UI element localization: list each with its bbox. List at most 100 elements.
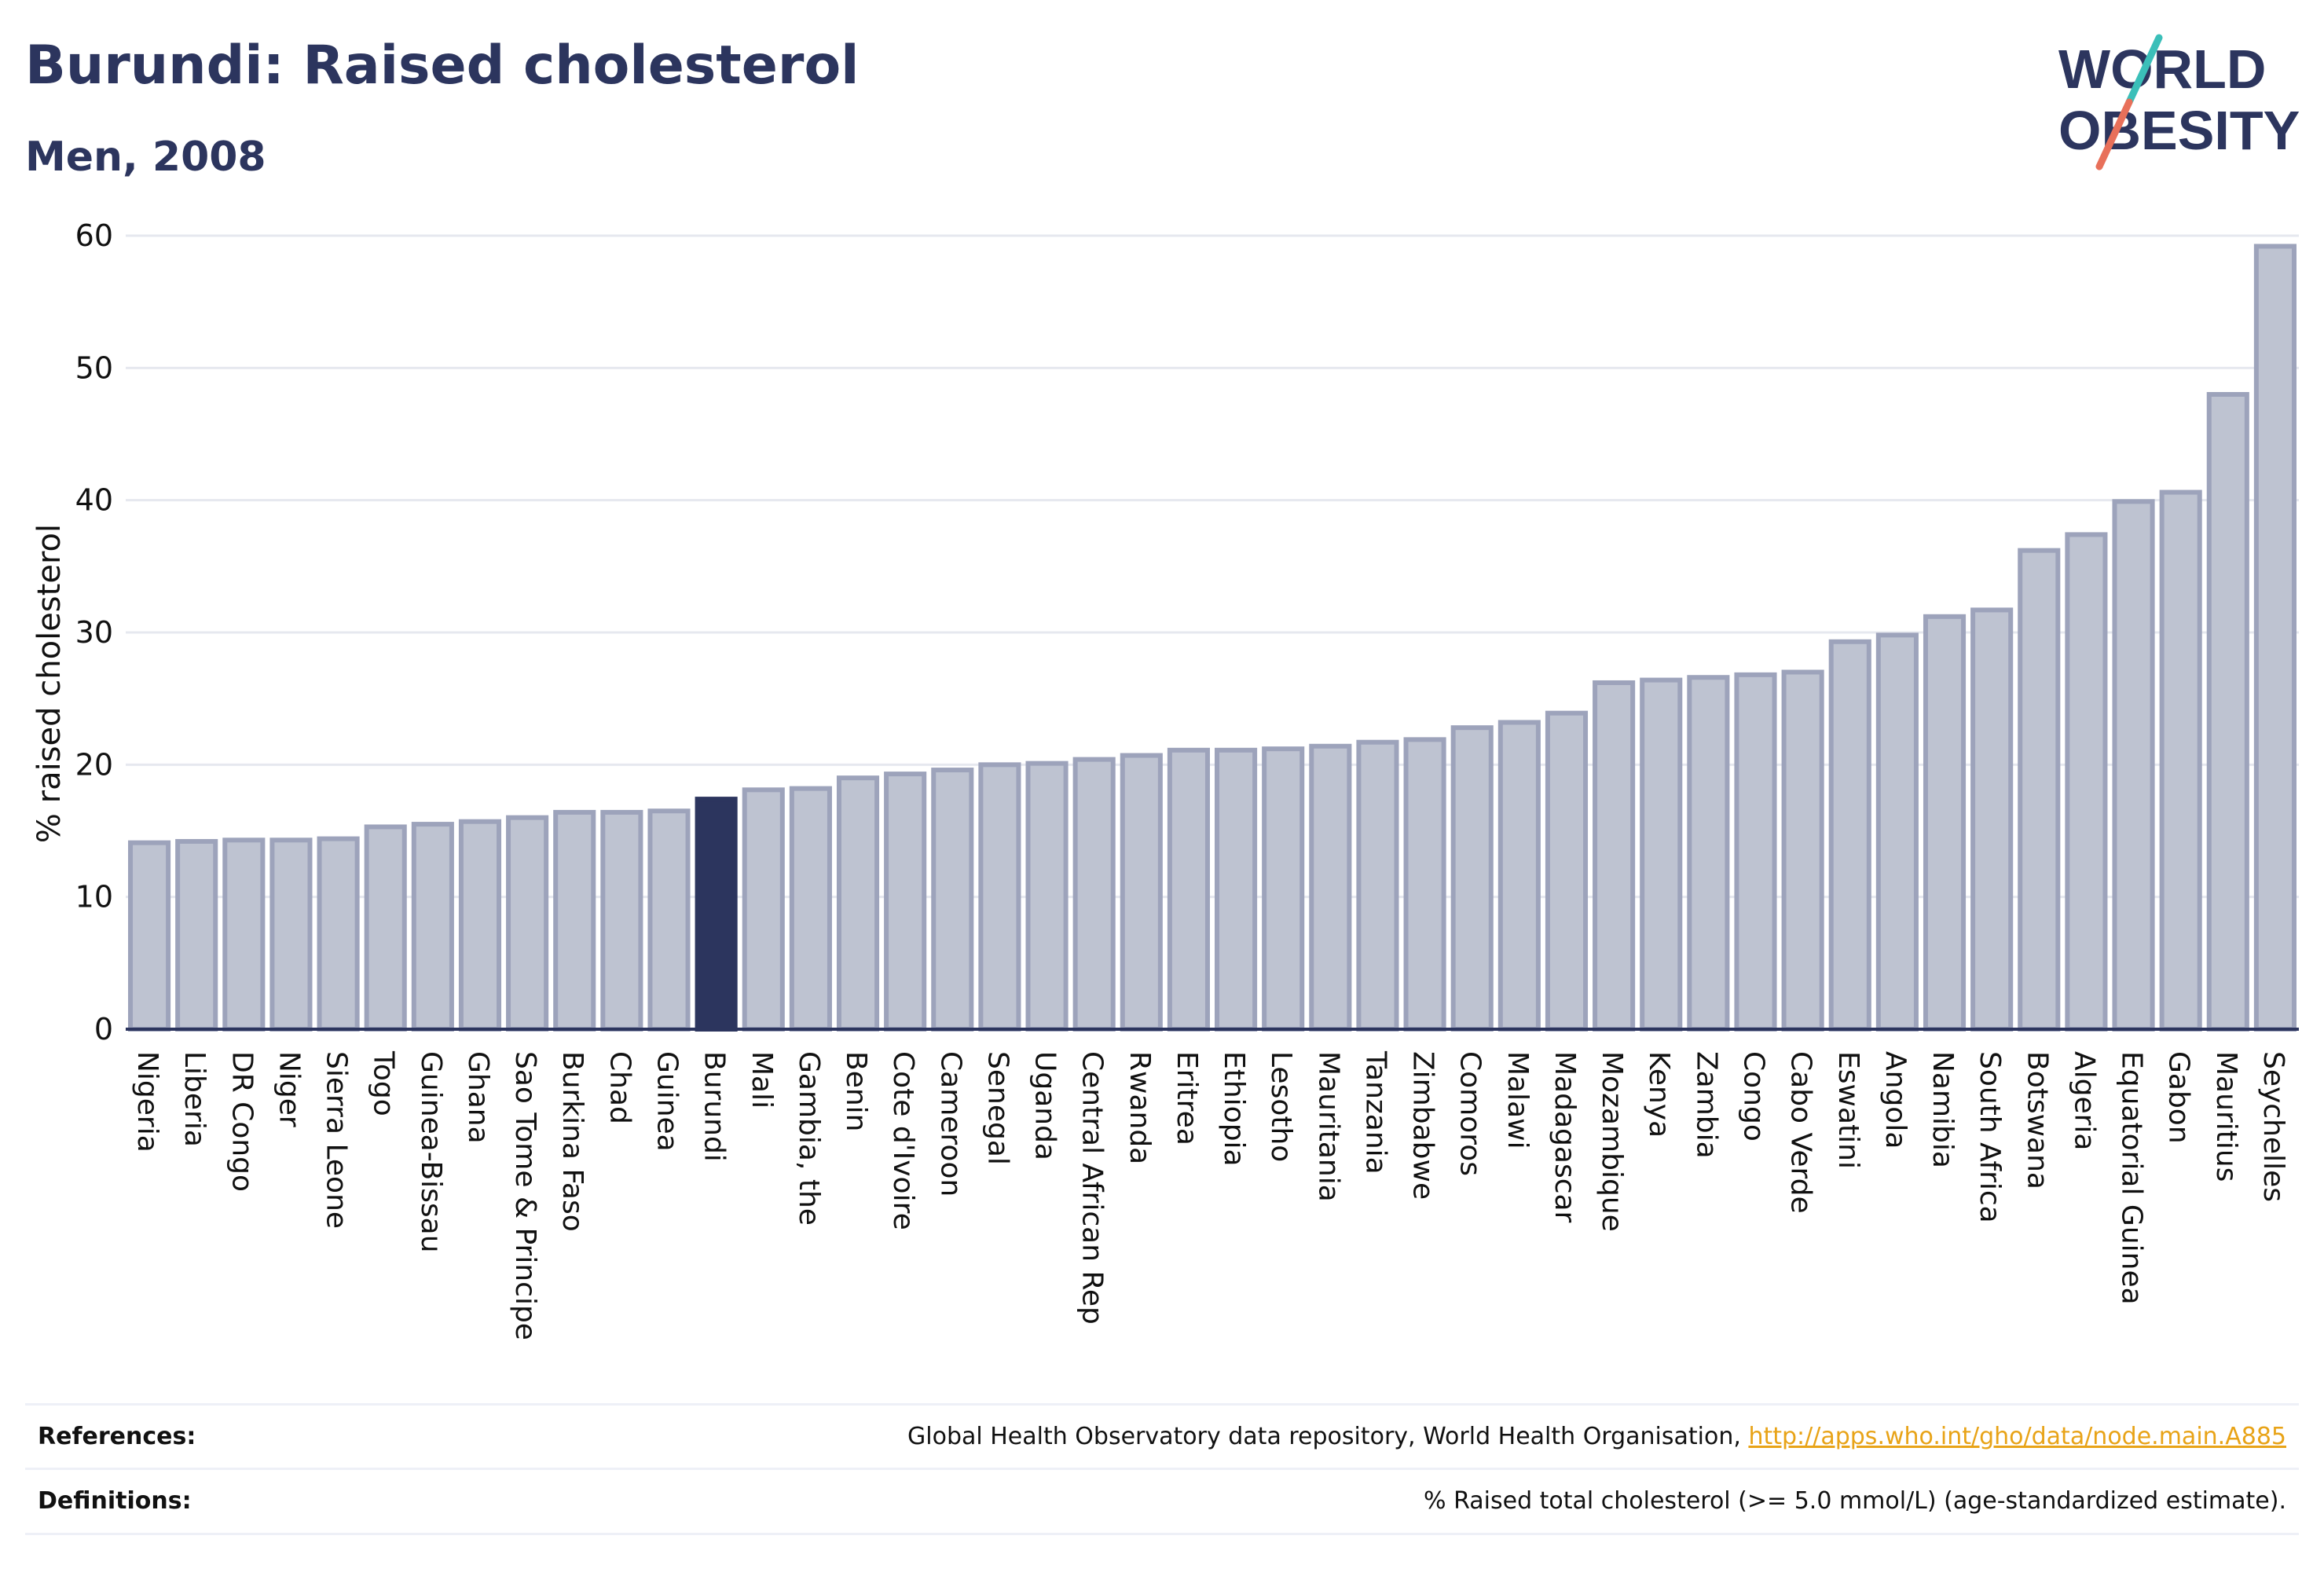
bar-mali [742,787,785,1032]
bar-guinea-bissau [411,822,454,1032]
y-axis-label: % raised cholesterol [31,524,68,843]
x-tick-label: Ethiopia [1218,1051,1250,1167]
definitions-value: % Raised total cholesterol (>= 5.0 mmol/… [1424,1487,2286,1515]
x-tick-label: Zimbabwe [1407,1051,1439,1200]
x-tick-label: Guinea [651,1051,684,1152]
x-tick-label: Burundi [698,1051,731,1162]
bar-malawi [1497,720,1541,1032]
bar-liberia [175,838,218,1032]
logo-word-world: WORLD [2058,38,2266,100]
x-tick-label: Ghana [462,1051,494,1144]
references-text: Global Health Observatory data repositor… [907,1423,1749,1450]
references-label: References: [38,1423,196,1450]
bar-cabo-verde [1781,669,1824,1032]
bar-zimbabwe [1403,737,1446,1032]
bar-senegal [978,762,1021,1032]
bar-central-african-rep [1072,757,1116,1032]
x-tick-label: Benin [840,1051,872,1131]
x-tick-label: Equatorial Guinea [2116,1051,2148,1305]
bar-ethiopia [1215,747,1258,1032]
x-tick-label: Algeria [2068,1051,2100,1151]
bar-kenya [1640,677,1683,1032]
bar-cote-d-ivoire [884,772,927,1032]
x-tick-label: Burkina Faso [556,1051,588,1232]
x-tick-label: Madagascar [1549,1051,1581,1223]
bar-eritrea [1167,747,1210,1032]
x-tick-label: Cameroon [934,1051,966,1197]
definitions-row: Definitions: % Raised total cholesterol … [25,1468,2299,1535]
x-tick-label: South Africa [1974,1051,2006,1223]
axes: 0 10 20 30 40 50 60 Nigeria Liberia DR Congo Niger… [75,218,2299,1340]
bar-cameroon [931,768,974,1032]
x-tick-label: Niger [273,1051,305,1127]
x-tick-label: Sao Tome & Principe [509,1051,541,1340]
world-obesity-logo: WORLD OBESITY [2058,34,2300,170]
chart-subtitle: Men, 2008 [25,134,266,181]
bar-madagascar [1545,710,1589,1032]
x-tick-label: Cabo Verde [1785,1051,1817,1214]
bar-sao-tome-principe [506,815,549,1032]
bar-equatorial-guinea [2112,499,2155,1032]
x-tick-label: Chad [603,1051,636,1124]
x-tick-label: Congo [1738,1051,1770,1142]
x-tick-label: Mauritania [1312,1051,1344,1202]
y-tick-label: 60 [75,218,113,253]
bar-uganda [1025,761,1069,1032]
bar-nigeria [128,840,171,1032]
bar-chart: 0 10 20 30 40 50 60 Nigeria Liberia DR Congo Niger… [31,218,2299,1340]
x-tick-label: DR Congo [225,1051,258,1192]
x-tick-label: Uganda [1029,1051,1061,1160]
bar-mozambique [1593,680,1636,1032]
x-tick-label: Liberia [178,1051,211,1147]
x-tick-label: Botswana [2021,1051,2053,1189]
chart-title: Burundi: Raised cholesterol [25,35,860,97]
references-link[interactable]: http://apps.who.int/gho/data/node.main.A… [1748,1423,2286,1450]
bar-niger [269,837,313,1032]
x-tick-label: Togo [368,1050,400,1116]
bar-gabon [2159,489,2202,1032]
bar-ghana [458,819,502,1032]
x-tick-label: Gabon [2163,1051,2195,1144]
bar-namibia [1923,614,1967,1032]
bar-gambia-the [789,786,832,1032]
bar-burundi [695,797,738,1032]
bar-botswana [2018,548,2061,1032]
logo-slash-bottom [2095,98,2133,170]
x-tick-label: Eswatini [1832,1051,1864,1169]
x-tick-label: Nigeria [131,1051,163,1153]
references-row: References: Global Health Observatory da… [25,1403,2299,1468]
bar-tanzania [1356,739,1399,1032]
bar-benin [836,775,880,1032]
bar-zambia [1687,675,1730,1032]
bar-algeria [2065,532,2108,1032]
bar-sierra-leone [317,836,360,1032]
x-tick-label: Malawi [1501,1051,1534,1149]
y-tick-label: 0 [94,1012,113,1046]
bar-togo [364,824,407,1032]
x-tick-label: Cote d'Ivoire [887,1051,919,1230]
bar-rwanda [1120,753,1163,1032]
bar-guinea [647,808,691,1032]
y-tick-label: 10 [75,880,113,914]
bar-mauritania [1309,743,1352,1032]
bars [128,244,2297,1032]
x-tick-label: Lesotho [1265,1051,1297,1162]
x-tick-label: Senegal [981,1051,1014,1165]
logo-slash-top [2125,34,2163,106]
logo-word-obesity: OBESITY [2058,100,2300,161]
y-tick-label: 40 [75,483,113,518]
x-tick-label: Mali [746,1051,778,1109]
x-tick-label: Mauritius [2210,1051,2242,1182]
x-tick-label: Sierra Leone [321,1051,353,1229]
x-tick-label: Rwanda [1124,1051,1156,1164]
x-tick-label: Comoros [1454,1051,1486,1176]
bar-comoros [1450,725,1494,1032]
x-tick-label: Namibia [1926,1051,1959,1168]
bar-mauritius [2206,392,2249,1032]
y-tick-label: 30 [75,615,113,650]
x-tick-label: Guinea-Bissau [415,1051,447,1253]
bar-seychelles [2253,244,2297,1032]
x-tick-label: Seychelles [2257,1051,2289,1202]
bar-chad [600,809,643,1032]
x-tick-label: Kenya [1643,1051,1675,1138]
